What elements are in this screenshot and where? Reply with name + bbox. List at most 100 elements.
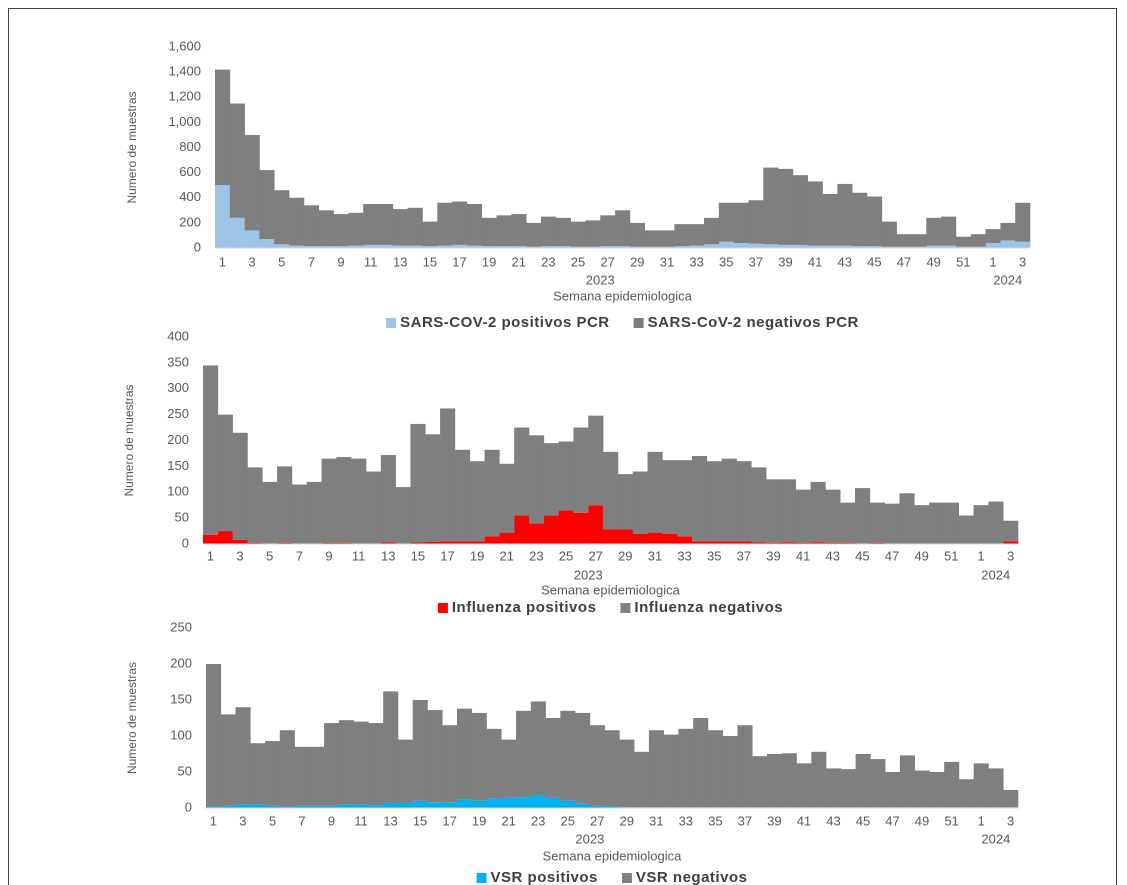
bar: [309, 805, 325, 808]
bar: [662, 533, 678, 544]
bar: [619, 739, 635, 808]
bar: [486, 728, 502, 799]
bar: [348, 245, 364, 248]
bar: [781, 753, 797, 808]
bar: [560, 710, 576, 801]
y-tick-label: 200: [179, 214, 201, 229]
bar: [348, 212, 364, 246]
bar: [259, 239, 275, 248]
y-tick-label: 400: [167, 328, 189, 343]
x-tick-label: 11: [354, 813, 368, 828]
bar: [807, 181, 823, 246]
bar: [1015, 241, 1031, 248]
bar: [869, 542, 885, 544]
bar: [466, 204, 483, 246]
bar: [707, 730, 724, 808]
legend-swatch: [621, 873, 632, 883]
x-tick-label: 21: [501, 813, 515, 828]
legend-swatch: [437, 603, 448, 613]
bar: [677, 460, 693, 537]
bar: [1003, 541, 1019, 544]
bar: [220, 714, 236, 806]
bar: [368, 723, 384, 806]
x-tick-label: 45: [855, 548, 869, 563]
x-tick-label: 21: [500, 548, 514, 563]
bar: [603, 451, 619, 530]
bar: [333, 214, 349, 247]
y-tick-label: 0: [185, 799, 192, 814]
bar: [721, 458, 737, 542]
bar: [1015, 202, 1031, 242]
x-tick-label: 9: [325, 548, 332, 563]
bar: [235, 804, 251, 808]
x-tick-label: 45: [867, 254, 881, 269]
bar: [324, 805, 340, 808]
y-axis-title: Numero de muestras: [125, 662, 139, 774]
x-tick-label: 7: [296, 548, 303, 563]
bar: [383, 691, 399, 803]
x-tick-label: 15: [413, 813, 427, 828]
x-group-label: 2023: [574, 567, 603, 582]
bar: [206, 806, 222, 808]
bar: [589, 725, 605, 806]
bar: [484, 536, 500, 544]
bar: [363, 244, 379, 248]
bar: [496, 215, 512, 247]
bar: [736, 461, 752, 542]
x-tick-label: 1: [207, 548, 214, 563]
bar: [422, 246, 438, 248]
bar: [427, 710, 443, 803]
bar: [929, 502, 945, 544]
bar: [262, 481, 278, 544]
bar: [279, 806, 295, 808]
bar: [751, 542, 767, 544]
bar: [929, 772, 945, 808]
bar: [955, 236, 972, 247]
bar: [471, 712, 487, 801]
bar: [678, 728, 694, 808]
bar: [380, 454, 396, 543]
bar: [659, 230, 675, 247]
bar: [733, 242, 749, 248]
x-tick-label: 31: [660, 254, 674, 269]
x-tick-label: 3: [236, 548, 243, 563]
bar: [555, 246, 571, 248]
bar: [250, 743, 266, 805]
bar: [392, 209, 408, 246]
bar: [914, 505, 930, 544]
bar: [353, 721, 369, 805]
legend-label: Influenza negativos: [634, 599, 783, 616]
y-axis-title: Numero de muestras: [122, 384, 136, 496]
y-axis-title: Numero de muestras: [125, 91, 139, 203]
bar: [884, 503, 900, 544]
x-tick-label: 51: [944, 813, 958, 828]
bar: [427, 802, 443, 808]
bar: [926, 217, 942, 246]
x-tick-label: 9: [337, 254, 344, 269]
bar: [573, 427, 589, 513]
bar: [840, 502, 856, 543]
bar: [265, 805, 281, 808]
x-tick-label: 23: [529, 548, 543, 563]
bar: [881, 246, 897, 248]
bar: [220, 805, 236, 808]
legend-swatch: [476, 873, 487, 883]
bar: [440, 408, 456, 542]
bar: [792, 244, 809, 248]
legend-swatch: [633, 318, 644, 328]
bar: [543, 443, 559, 516]
bar: [422, 221, 438, 247]
y-tick-label: 150: [170, 691, 192, 706]
bar: [752, 756, 768, 808]
bar: [778, 168, 794, 245]
bar: [867, 246, 883, 248]
bar: [277, 542, 293, 544]
x-tick-label: 23: [541, 254, 555, 269]
x-tick-label: 25: [559, 548, 573, 563]
bar: [852, 192, 868, 247]
bar: [973, 505, 989, 544]
x-tick-label: 43: [826, 548, 840, 563]
bar: [837, 183, 853, 246]
x-tick-label: 49: [914, 548, 928, 563]
bar: [647, 532, 663, 544]
